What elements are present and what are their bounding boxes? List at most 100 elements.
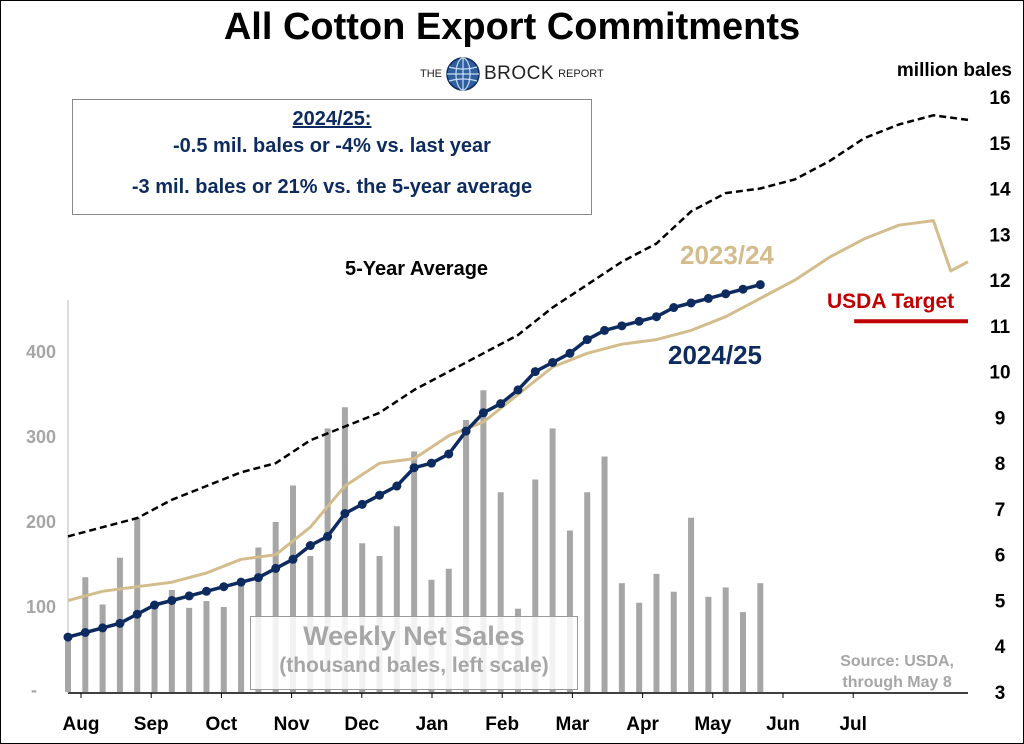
logo-name-text: BROCK [484, 63, 555, 84]
weekly-sales-bar [549, 428, 556, 692]
series-point-2024-25 [651, 312, 661, 322]
series-point-2024-25 [115, 618, 125, 628]
info-line-2: -3 mil. bales or 21% vs. the 5-year aver… [131, 176, 533, 198]
info-box: 2024/25: -0.5 mil. bales or -4% vs. last… [72, 99, 592, 215]
series-point-2024-25 [600, 325, 610, 335]
series-point-2024-25 [201, 586, 211, 596]
label-2024-25: 2024/25 [668, 340, 762, 370]
source-line-2: through May 8 [842, 674, 952, 691]
series-point-2024-25 [253, 573, 263, 583]
weekly-sales-title: Weekly Net Sales [303, 621, 525, 651]
x-tick-label-aug: Aug [63, 714, 100, 735]
weekly-sales-bar [238, 585, 245, 692]
source-note: Source: USDA, through May 8 [840, 651, 954, 693]
logo-post-text: REPORT [558, 68, 604, 80]
series-point-2024-25 [669, 303, 679, 313]
weekly-sales-bar [134, 517, 141, 692]
weekly-sales-bar [584, 492, 591, 692]
series-point-2024-25 [236, 577, 246, 587]
series-point-2024-25 [219, 582, 229, 592]
right-tick-label: 10 [989, 363, 1010, 384]
weekly-sales-bar [618, 583, 625, 692]
weekly-sales-bar [186, 607, 193, 692]
right-tick-label: 7 [995, 500, 1006, 521]
info-heading: 2024/25: [292, 108, 372, 130]
series-point-2024-25 [634, 316, 644, 326]
weekly-sales-bar [411, 451, 418, 692]
right-tick-label: 8 [995, 454, 1006, 475]
series-point-2024-25 [305, 541, 315, 551]
weekly-sales-bar [480, 390, 487, 692]
series-point-2024-25 [98, 623, 108, 633]
right-tick-label: 13 [989, 225, 1010, 246]
weekly-sales-bar [705, 596, 712, 692]
weekly-sales-bar [463, 420, 470, 692]
source-line-1: Source: USDA, [840, 653, 954, 670]
weekly-sales-bar [393, 526, 400, 692]
weekly-sales-bar [740, 612, 746, 692]
series-point-2024-25 [513, 385, 523, 395]
series-point-2024-25 [738, 284, 748, 294]
series-point-2024-25 [444, 449, 454, 459]
weekly-sales-bar [566, 530, 573, 692]
series-point-2024-25 [288, 554, 298, 564]
weekly-sales-bar [151, 602, 158, 692]
weekly-sales-bar [497, 492, 504, 692]
globe-icon [446, 57, 480, 91]
right-tick-label: 3 [995, 683, 1006, 704]
series-point-2024-25 [150, 600, 160, 610]
series-point-2024-25 [167, 595, 177, 605]
weekly-sales-bar [688, 517, 695, 692]
series-point-2024-25 [755, 280, 765, 290]
info-line-1: -0.5 mil. bales or -4% vs. last year [173, 135, 491, 157]
x-tick-label-feb: Feb [485, 714, 519, 735]
series-line-five-year-average [67, 114, 969, 538]
weekly-sales-bar [168, 590, 175, 692]
series-point-2024-25 [409, 463, 419, 473]
series-point-2024-25 [392, 481, 402, 491]
weekly-sales-bar [272, 522, 279, 692]
weekly-sales-bar [670, 591, 677, 692]
x-tick-label-apr: Apr [626, 714, 659, 735]
x-tick-label-oct: Oct [206, 714, 238, 735]
x-tick-label-jan: Jan [416, 714, 449, 735]
series-point-2024-25 [375, 490, 385, 500]
series-point-2024-25 [530, 367, 540, 377]
series-point-2024-25 [132, 609, 142, 619]
series-point-2024-25 [478, 408, 488, 418]
x-tick-label-nov: Nov [274, 714, 310, 735]
x-tick-label-may: May [694, 714, 731, 735]
series-line-2023-24 [67, 219, 969, 602]
series-point-2024-25 [565, 348, 575, 358]
weekly-sales-bar [341, 407, 348, 692]
label-five-year-average: 5-Year Average [345, 258, 489, 280]
weekly-sales-subtitle: (thousand bales, left scale) [279, 654, 549, 677]
chart-title: All Cotton Export Commitments [223, 6, 801, 48]
weekly-sales-bar [636, 602, 643, 692]
series-markers-2024-25 [63, 280, 765, 642]
right-tick-label: 12 [989, 271, 1010, 292]
logo-pre-text: THE [420, 68, 442, 80]
series-point-2024-25 [271, 563, 281, 573]
brock-report-logo: THE BROCK REPORT [420, 56, 604, 92]
right-tick-label: 4 [995, 637, 1006, 658]
series-point-2024-25 [617, 321, 627, 331]
series-point-2024-25 [340, 509, 350, 518]
series-point-2024-25 [426, 458, 436, 468]
left-tick-label-zero: - [31, 680, 37, 700]
weekly-sales-bars [65, 390, 764, 692]
weekly-sales-box: Weekly Net Sales (thousand bales, left s… [250, 616, 578, 690]
right-tick-label: 16 [989, 88, 1010, 109]
x-tick-label-mar: Mar [556, 714, 590, 735]
series-point-2024-25 [461, 426, 471, 436]
series-point-2024-25 [496, 399, 506, 409]
right-tick-label: 15 [989, 134, 1011, 155]
weekly-sales-bar [601, 456, 608, 692]
series-point-2024-25 [63, 632, 73, 642]
right-tick-label: 9 [995, 408, 1006, 429]
series-point-2024-25 [721, 289, 731, 299]
weekly-sales-bar [653, 573, 660, 692]
x-tick-label-dec: Dec [344, 714, 379, 735]
weekly-sales-bar [203, 601, 210, 692]
